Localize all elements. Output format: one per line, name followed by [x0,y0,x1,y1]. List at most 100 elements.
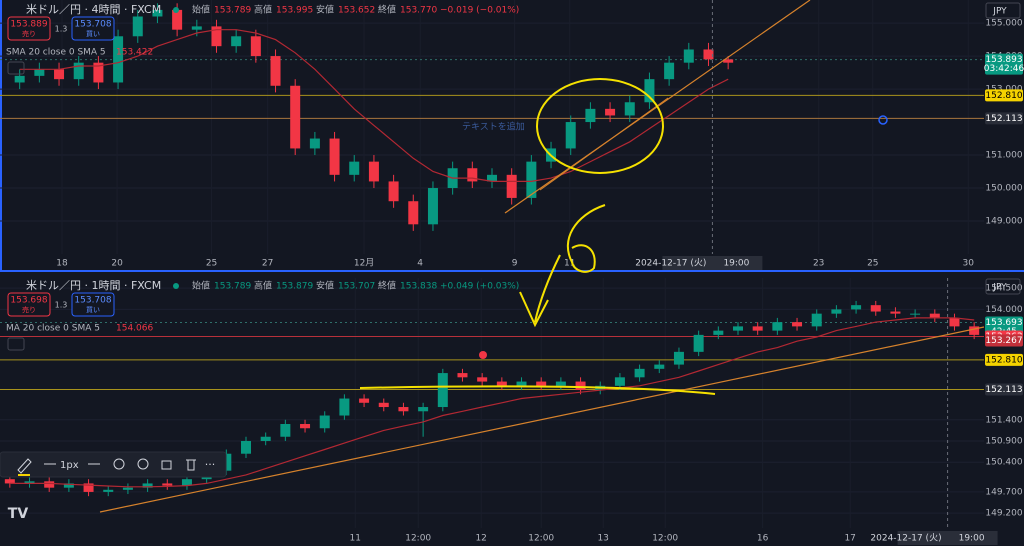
ohlc-value: 153.707 [338,282,375,292]
candle-body [496,381,507,386]
symbol-title: 米ドル／円 · 1時間 · FXCM [26,279,161,292]
candle-body [733,326,743,331]
candle-body [34,69,45,76]
candle-body [103,489,114,492]
candle-body [457,373,468,378]
buy-button[interactable] [71,16,115,41]
y-tick-label: 150.400 [985,458,1022,468]
candle-body [63,483,74,488]
collapse-button[interactable] [7,337,25,351]
y-tick-label: 151.000 [985,151,1022,161]
x-tick-label: 27 [262,259,273,269]
ohlc-value: 153.789 [214,282,251,292]
currency-box [985,278,1021,295]
settings-icon[interactable] [113,458,125,470]
indicator-name: SMA 20 close 0 SMA 5 [6,48,106,58]
x-tick-label: 11 [564,259,575,269]
price-tag [985,53,1023,75]
candle-body [4,479,15,484]
lock-icon[interactable] [161,460,172,470]
change: −0.019 (−0.01%) [440,6,519,16]
candle-body [162,483,173,486]
indicator-value: 153.422 [116,48,153,58]
x-tick-label: 11 [349,534,360,544]
ohlc-value: 153.879 [276,282,313,292]
collapse-button[interactable] [7,61,25,75]
candle-body [506,174,517,198]
candle-body [683,49,694,63]
candle-body [181,479,192,486]
more-icon[interactable]: ··· [205,458,216,471]
buy-label: 買い [86,30,100,38]
candle-body [250,36,261,57]
candle-body [241,440,251,454]
logo: 𝗧𝗩 [8,506,29,522]
price-tag-label: 153.267 [985,336,1022,346]
candle-body [319,415,330,429]
symbol-title: 米ドル／円 · 4時間 · FXCM [26,3,161,16]
x-tick-label: 12:00 [405,534,431,544]
ohlc-value: 153.789 [214,6,251,16]
y-tick-label: 149.200 [985,509,1022,519]
ohlc-value: 153.995 [276,6,313,16]
drawing-toolbar: 1px ··· [0,451,227,478]
candle-body [231,36,242,47]
candle-body [851,305,862,310]
candle-body [477,377,488,382]
y-tick-label: 155.000 [985,19,1022,29]
candle-body [349,161,360,175]
ohlc-label: 終値 [378,280,396,292]
ohlc-label: 安値 [316,280,334,292]
candle-body [398,407,409,412]
x-tick-label: 12月 [354,258,374,269]
price-tag-label: 153.693 [985,318,1022,328]
candle-body [142,483,153,488]
pencil-icon[interactable] [17,458,32,474]
indicator-value: 154.066 [116,324,153,334]
candle-body [270,56,281,86]
x-tick-label: 16 [757,534,769,544]
line-width[interactable]: 1px [60,460,79,471]
candle-body [585,108,596,123]
candle-body [113,36,124,83]
candle-body [329,138,340,175]
candle-body [575,381,586,391]
candle-body [624,102,635,116]
candle-body [83,483,94,492]
candle-body [359,398,370,403]
ohlc-label: 高値 [254,4,272,16]
candle-body [280,424,291,437]
y-tick-label: 150.000 [985,184,1022,194]
x-tick-label: 23 [813,259,824,269]
countdown: 03:42:46 [984,64,1024,74]
buy-button[interactable] [71,292,115,317]
ohlc-label: 高値 [254,280,272,292]
ohlc-label: 終値 [378,4,396,16]
alert-marker[interactable] [479,351,487,359]
candle-body [752,326,763,331]
x-tick-label: 12:00 [652,534,678,544]
candle-body [713,330,724,335]
sell-button[interactable] [7,292,51,317]
sell-button[interactable] [7,16,51,41]
ohlc-value: 153.652 [338,6,375,16]
candle-body [14,75,25,83]
candle-body [792,322,803,327]
y-tick-label: 154.000 [985,305,1022,315]
toolbar-bg [0,451,227,478]
alert-icon[interactable] [137,458,149,470]
candle-body [309,138,320,149]
crosshair-time: 19:00 [959,534,985,544]
y-tick-label: 154.500 [985,284,1022,294]
candle-body [772,322,783,331]
candle-body [969,326,980,335]
candle-body [368,161,379,182]
x-tick-label: 25 [206,259,217,269]
sell-label: 売り [22,305,36,314]
candle-body [191,26,202,30]
currency: JPY [992,283,1007,293]
anchor-point[interactable] [878,115,888,125]
delete-icon[interactable] [186,459,196,471]
candle-body [122,487,133,490]
